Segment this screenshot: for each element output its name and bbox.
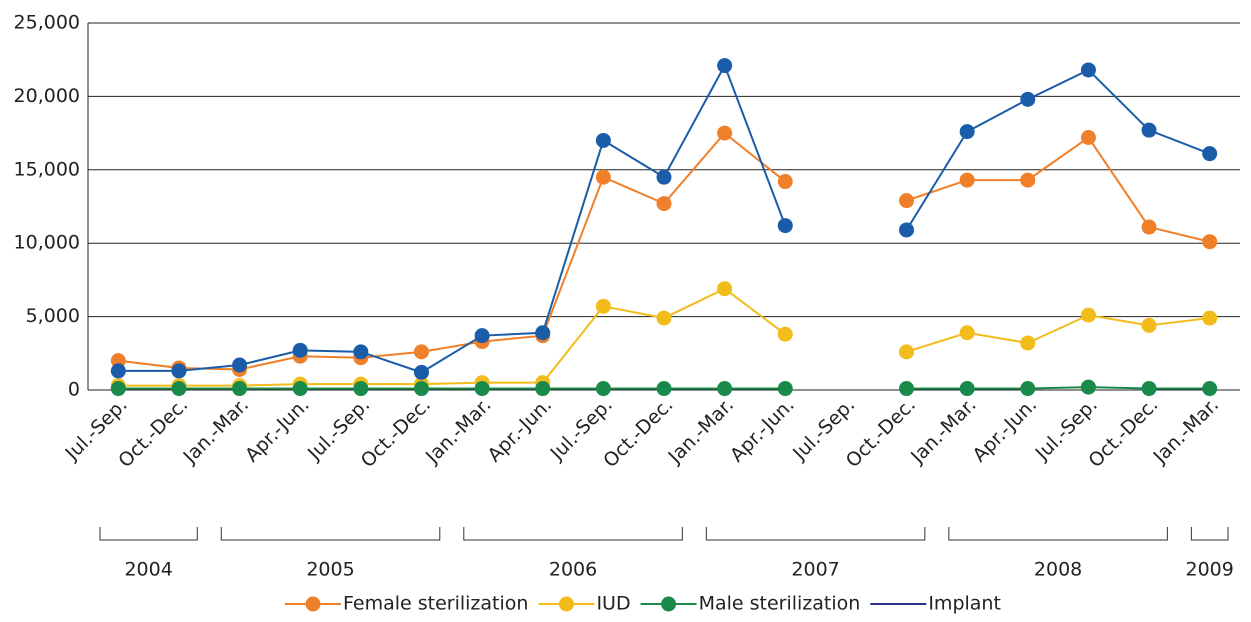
data-point	[959, 381, 975, 397]
data-point	[1080, 379, 1096, 395]
series-line	[118, 287, 1210, 387]
data-point	[959, 124, 975, 140]
legend-marker	[661, 596, 677, 612]
data-point	[110, 381, 126, 397]
year-bracket	[705, 527, 926, 541]
year-bracket	[948, 527, 1168, 541]
legend-marker	[558, 596, 574, 612]
year-label: 2008	[1034, 559, 1082, 581]
data-point	[777, 218, 793, 234]
data-point	[535, 381, 551, 397]
data-point	[656, 169, 672, 185]
data-point	[717, 58, 733, 74]
data-point	[171, 363, 187, 379]
data-point	[1202, 310, 1218, 326]
data-point	[535, 325, 551, 341]
data-point	[717, 125, 733, 141]
data-point	[595, 381, 611, 397]
data-point	[717, 281, 733, 297]
x-tick-label: Jan.-Mar.	[906, 394, 980, 468]
data-point	[777, 381, 793, 397]
x-tick-label: Jan.-Mar.	[1149, 394, 1223, 468]
data-point	[959, 325, 975, 341]
data-point	[1020, 381, 1036, 397]
legend-label: Female sterilization	[343, 593, 528, 615]
data-point	[110, 363, 126, 379]
data-point	[656, 196, 672, 212]
series-line	[118, 386, 1210, 390]
legend-marker	[305, 596, 321, 612]
y-tick-label: 10,000	[14, 232, 80, 254]
data-point	[777, 174, 793, 190]
year-bracket	[220, 527, 441, 541]
data-point	[777, 326, 793, 342]
data-point	[717, 381, 733, 397]
year-bracket	[99, 527, 198, 541]
y-tick-label: 20,000	[14, 85, 80, 107]
data-point	[595, 169, 611, 185]
data-point	[1080, 62, 1096, 78]
x-tick-label: Jan.-Mar.	[179, 394, 253, 468]
data-point	[413, 344, 429, 360]
year-bracket	[1190, 527, 1229, 541]
data-point	[1141, 122, 1157, 138]
year-label: 2006	[549, 559, 597, 581]
x-tick-label: Apr.-Jun.	[726, 394, 799, 467]
data-point	[1020, 172, 1036, 188]
x-tick-label: Apr.-Jun.	[241, 394, 314, 467]
data-point	[1202, 234, 1218, 250]
data-point	[353, 381, 369, 397]
x-tick-label: Jan.-Mar.	[421, 394, 495, 468]
legend-label: Male sterilization	[699, 593, 861, 615]
data-point	[1080, 130, 1096, 146]
data-point	[899, 222, 915, 238]
data-point	[959, 172, 975, 188]
year-label: 2009	[1186, 559, 1234, 581]
x-tick-label: Apr.-Jun.	[969, 394, 1042, 467]
data-point	[353, 344, 369, 360]
data-point	[292, 381, 308, 397]
data-point	[899, 381, 915, 397]
data-point	[413, 381, 429, 397]
data-point	[1202, 146, 1218, 162]
data-point	[292, 342, 308, 358]
x-tick-label: Apr.-Jun.	[483, 394, 556, 467]
year-bracket	[463, 527, 683, 541]
y-tick-label: 0	[68, 379, 80, 401]
data-point	[171, 381, 187, 397]
data-point	[232, 357, 248, 373]
data-point	[1202, 381, 1218, 397]
data-point	[1020, 335, 1036, 351]
y-tick-label: 5,000	[26, 305, 80, 327]
data-point	[899, 344, 915, 360]
data-point	[595, 298, 611, 314]
data-point	[1141, 317, 1157, 333]
data-point	[656, 381, 672, 397]
data-point	[474, 381, 490, 397]
y-tick-label: 25,000	[14, 12, 80, 34]
legend-label: Implant	[928, 593, 1001, 615]
data-point	[595, 132, 611, 148]
data-point	[899, 193, 915, 209]
year-label: 2007	[791, 559, 839, 581]
data-point	[1080, 307, 1096, 323]
data-point	[1141, 219, 1157, 235]
year-label: 2005	[306, 559, 354, 581]
data-point	[474, 328, 490, 344]
series-line	[118, 63, 1211, 374]
legend-label: IUD	[596, 593, 630, 615]
x-tick-label: Jan.-Mar.	[664, 394, 738, 468]
data-point	[110, 353, 126, 369]
data-point	[232, 381, 248, 397]
data-point	[413, 364, 429, 380]
data-point	[656, 310, 672, 326]
y-tick-label: 15,000	[14, 158, 80, 180]
data-point	[1020, 91, 1036, 107]
year-label: 2004	[124, 559, 172, 581]
data-point	[1141, 381, 1157, 397]
series-line	[118, 131, 1210, 371]
